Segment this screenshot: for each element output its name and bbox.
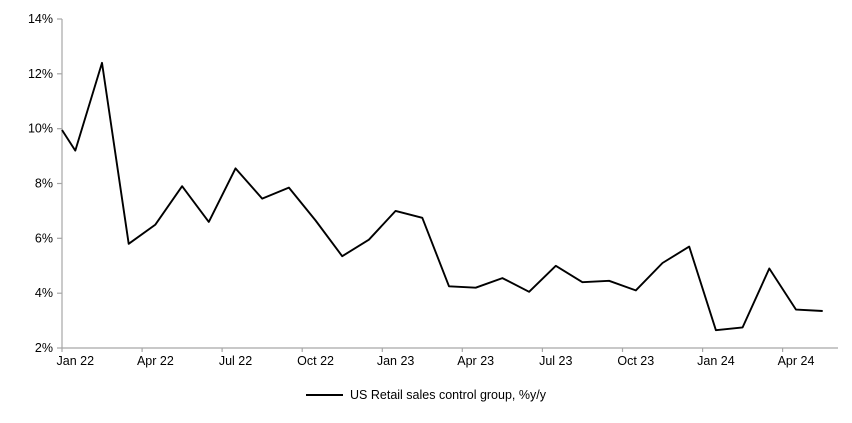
legend-line-swatch [306,394,344,396]
series-line-us-retail-control-group [61,61,823,332]
y-tick-label: 2% [35,341,53,355]
x-tick-label: Jan 24 [697,354,735,368]
legend-series-label: US Retail sales control group, %y/y [350,388,546,402]
x-tick-label: Oct 22 [297,354,334,368]
x-tick-label: Oct 23 [617,354,654,368]
y-tick-label: 12% [28,67,53,81]
y-tick-label: 8% [35,177,53,191]
y-tick-label: 14% [28,12,53,26]
x-tick-label: Jul 23 [539,354,572,368]
y-tick-label: 10% [28,122,53,136]
x-tick-label: Jan 22 [57,354,95,368]
y-tick-label: 4% [35,286,53,300]
x-tick-label: Apr 22 [137,354,174,368]
y-tick-label: 6% [35,231,53,245]
x-tick-label: Apr 24 [778,354,815,368]
x-tick-label: Jan 23 [377,354,415,368]
x-tick-label: Apr 23 [457,354,494,368]
x-tick-label: Jul 22 [219,354,252,368]
chart-legend: US Retail sales control group, %y/y [0,388,852,402]
